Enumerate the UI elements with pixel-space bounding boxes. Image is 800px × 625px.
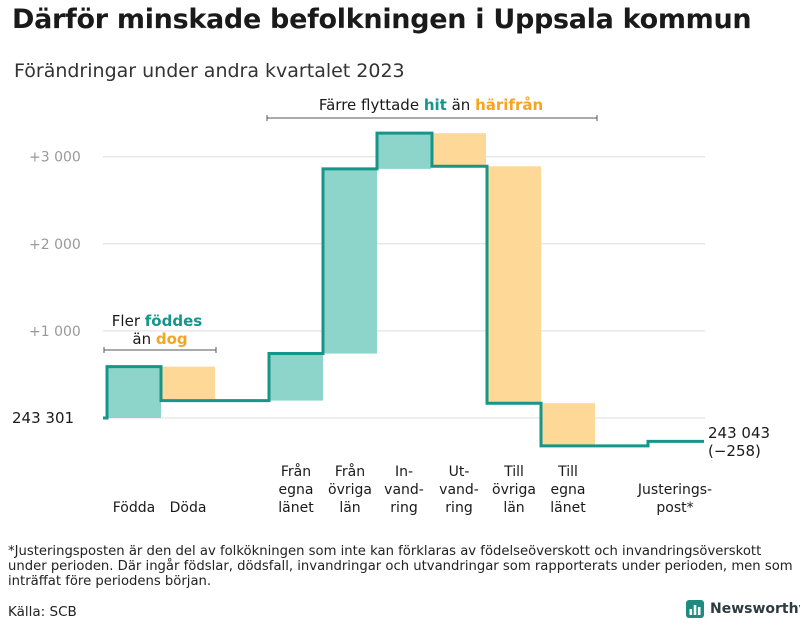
category-label: Till övriga län — [492, 464, 536, 516]
bar-6 — [432, 133, 486, 167]
end-change-label: (−258) — [708, 442, 761, 460]
y-tick-label: +1 000 — [29, 324, 81, 340]
y-tick-label: +2 000 — [29, 237, 81, 253]
category-label: Ut-vand-ring — [439, 464, 479, 516]
category-label: In-vand-ring — [384, 464, 424, 516]
annotation-deaths: än dog — [132, 330, 187, 348]
waterfall-chart: +3 000 +2 000 +1 000 Födda Döda Från egna länet… — [12, 96, 770, 516]
bracket-left — [103, 347, 217, 353]
chart-title: Därför minskade befolkningen i Uppsala k… — [12, 4, 752, 35]
labels: +3 000 +2 000 +1 000 Födda Döda Från egna länet… — [12, 150, 770, 516]
category-label: Justerings-post* — [637, 482, 712, 516]
bar-7 — [487, 166, 541, 404]
annotation-births: Fler föddes — [112, 312, 202, 330]
logo-text: Newsworthy — [710, 601, 800, 617]
category-label: Från övriga län — [328, 463, 372, 516]
connector-path — [103, 131, 704, 448]
category-label: Döda — [170, 500, 207, 516]
bar-5 — [377, 133, 431, 169]
bar-2 — [161, 366, 215, 401]
end-value-label: 243 043 — [708, 424, 770, 442]
connector-line — [103, 131, 704, 448]
bar-8 — [541, 403, 595, 446]
newsworthy-logo: Newsworthy — [686, 600, 800, 618]
start-value-label: 243 301 — [12, 409, 74, 427]
category-label: Från egna länet — [278, 463, 314, 516]
annotation-migration: Färre flyttade hit än härifrån — [319, 96, 543, 114]
bar-4 — [323, 168, 377, 354]
y-tick-label: +3 000 — [29, 150, 81, 166]
newsworthy-logo-icon — [686, 600, 704, 618]
bracket-top — [266, 115, 598, 121]
bar-3 — [269, 353, 323, 401]
category-label: Födda — [113, 500, 155, 516]
chart-subtitle: Förändringar under andra kvartalet 2023 — [14, 60, 405, 82]
bars — [107, 133, 595, 446]
bar-1 — [107, 366, 161, 418]
category-label: Till egna länet — [550, 464, 586, 516]
footnote: *Justeringsposten är den del av folkökni… — [8, 544, 793, 589]
source-label: Källa: SCB — [8, 604, 77, 620]
